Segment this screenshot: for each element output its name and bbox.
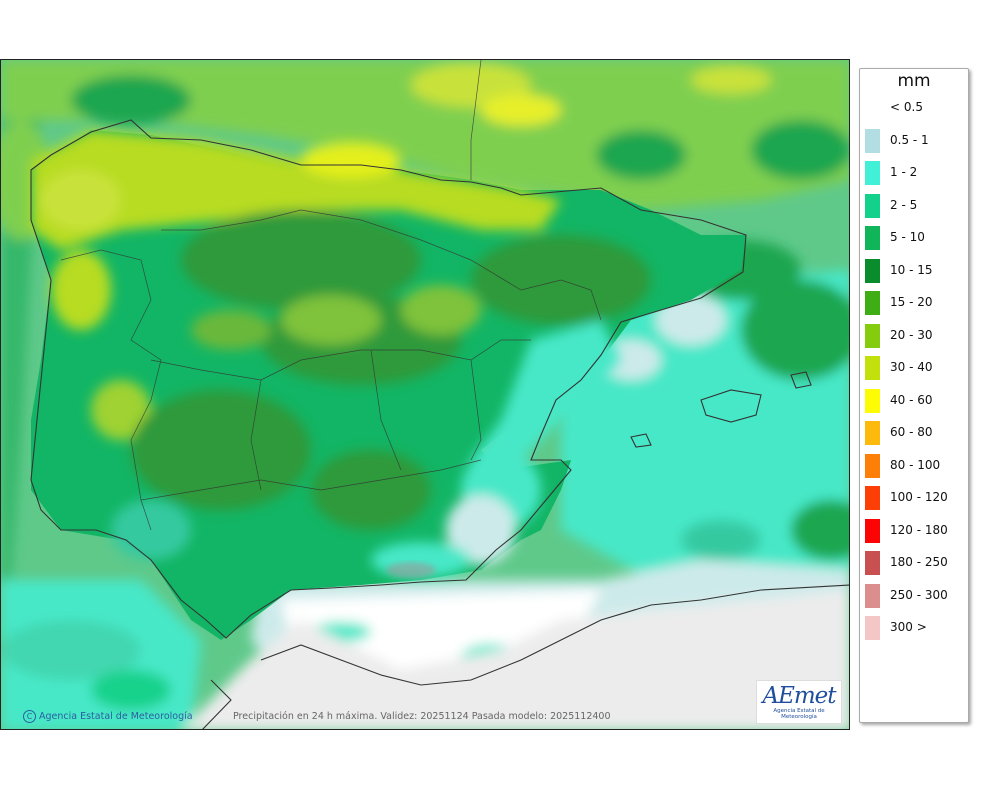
legend-item: < 0.5 bbox=[865, 96, 965, 120]
precipitation-map: AEmet Agencia Estatal de Meteorología C … bbox=[0, 59, 850, 730]
aemet-logo-mark: AEmet bbox=[762, 683, 836, 709]
legend-label: 250 - 300 bbox=[890, 587, 948, 602]
legend-swatch bbox=[865, 258, 880, 283]
legend-swatch bbox=[865, 616, 880, 640]
border-lines bbox=[60, 60, 602, 531]
legend-item: 180 - 250 bbox=[865, 551, 965, 575]
legend-swatch bbox=[865, 96, 880, 120]
legend-item: 5 - 10 bbox=[865, 226, 965, 250]
legend-label: 40 - 60 bbox=[890, 392, 933, 407]
legend-swatch bbox=[865, 486, 880, 510]
copyright-text: Agencia Estatal de Meteorología bbox=[39, 711, 193, 722]
coastline bbox=[30, 119, 849, 729]
legend-swatch bbox=[865, 388, 880, 413]
legend-label: 15 - 20 bbox=[890, 295, 933, 309]
legend-label: 20 - 30 bbox=[890, 327, 933, 342]
legend-item: 80 - 100 bbox=[865, 453, 965, 478]
legend-item: 2 - 5 bbox=[865, 193, 965, 218]
aemet-logo: AEmet Agencia Estatal de Meteorología bbox=[756, 680, 842, 724]
legend-item: 120 - 180 bbox=[865, 518, 965, 543]
legend-label: 180 - 250 bbox=[890, 555, 948, 569]
legend-label: 120 - 180 bbox=[890, 522, 948, 537]
legend-item: 20 - 30 bbox=[865, 323, 965, 348]
precip-field-sea bbox=[1, 60, 849, 729]
legend-item: 30 - 40 bbox=[865, 356, 965, 380]
legend-swatch bbox=[865, 356, 880, 380]
legend-item: 0.5 - 1 bbox=[865, 128, 965, 153]
legend-panel: mm < 0.5 0.5 - 1 1 - 2 2 - 5 5 - 10 10 - 15 15… bbox=[859, 68, 969, 723]
copyright-icon: C bbox=[23, 710, 36, 723]
legend-label: 2 - 5 bbox=[890, 197, 918, 212]
map-canvas bbox=[1, 60, 849, 729]
legend-label: 1 - 2 bbox=[890, 165, 918, 179]
aemet-logo-subtext: Agencia Estatal de Meteorología bbox=[773, 708, 825, 720]
legend-label: 5 - 10 bbox=[890, 230, 925, 244]
legend-item: 60 - 80 bbox=[865, 421, 965, 445]
legend-item: 300 > bbox=[865, 616, 965, 640]
legend-unit: mm bbox=[897, 71, 931, 91]
legend-swatch bbox=[865, 453, 880, 478]
legend-label: 60 - 80 bbox=[890, 425, 933, 439]
legend-item: 1 - 2 bbox=[865, 161, 965, 185]
legend-swatch bbox=[865, 518, 880, 543]
legend-swatch bbox=[865, 583, 880, 608]
legend-swatch bbox=[865, 193, 880, 218]
legend-swatch bbox=[865, 128, 880, 153]
legend-label: 80 - 100 bbox=[890, 457, 941, 472]
legend-item: 250 - 300 bbox=[865, 583, 965, 608]
legend-label: 0.5 - 1 bbox=[890, 132, 929, 147]
legend-swatch bbox=[865, 161, 880, 185]
map-caption: Precipitación en 24 h máxima. Validez: 2… bbox=[233, 711, 611, 722]
legend-item: 15 - 20 bbox=[865, 291, 965, 315]
legend-label: 300 > bbox=[890, 620, 927, 634]
legend-item: 10 - 15 bbox=[865, 258, 965, 283]
copyright-notice: C Agencia Estatal de Meteorología bbox=[23, 710, 193, 723]
legend-item: 40 - 60 bbox=[865, 388, 965, 413]
legend-item: 100 - 120 bbox=[865, 486, 965, 510]
legend-label: < 0.5 bbox=[890, 100, 923, 114]
legend-label: 30 - 40 bbox=[890, 360, 933, 374]
legend-swatch bbox=[865, 551, 880, 575]
legend-swatch bbox=[865, 323, 880, 348]
precip-field-land bbox=[31, 130, 746, 640]
legend-label: 10 - 15 bbox=[890, 262, 933, 277]
legend-swatch bbox=[865, 226, 880, 250]
legend-swatch bbox=[865, 421, 880, 445]
legend-swatch bbox=[865, 291, 880, 315]
legend-label: 100 - 120 bbox=[890, 490, 948, 504]
